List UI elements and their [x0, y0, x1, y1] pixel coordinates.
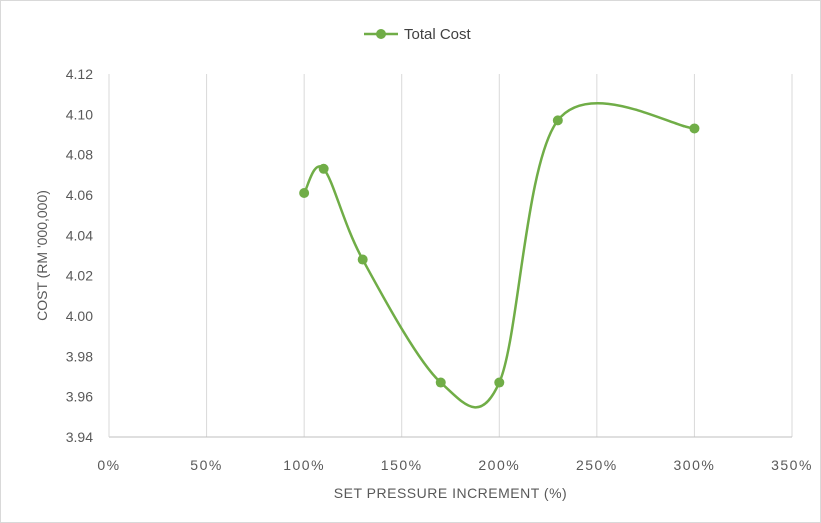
data-point: [435, 377, 446, 388]
y-axis-title: COST (RM '000,000): [34, 190, 50, 321]
x-tick-label: 0%: [97, 457, 120, 473]
y-tick-label: 4.12: [66, 66, 93, 82]
y-tick-label: 3.94: [66, 429, 93, 445]
x-tick-label: 350%: [771, 457, 813, 473]
y-tick-label: 4.02: [66, 268, 93, 284]
y-tick-label: 3.98: [66, 348, 93, 364]
x-tick-label: 200%: [478, 457, 520, 473]
y-axis-ticks: 3.94 3.96 3.98 4.00 4.02 4.04 4.06 4.08 4.10 4.12: [66, 66, 93, 445]
series-layer: [299, 101, 700, 409]
axes: [108, 74, 792, 438]
y-tick-label: 4.06: [66, 187, 93, 203]
y-tick-label: 4.08: [66, 147, 93, 163]
y-tick-label: 4.10: [66, 106, 93, 122]
data-point: [357, 254, 368, 265]
x-tick-label: 250%: [576, 457, 618, 473]
data-point: [689, 123, 700, 134]
y-tick-label: 3.96: [66, 389, 93, 405]
data-point: [494, 377, 505, 388]
y-tick-label: 4.04: [66, 227, 93, 243]
x-axis-title: SET PRESSURE INCREMENT (%): [334, 485, 567, 501]
gridlines: [206, 74, 793, 437]
x-axis-ticks: 0% 50% 100% 150% 200% 250% 300% 350%: [97, 457, 813, 473]
data-point: [299, 187, 310, 198]
x-tick-label: 300%: [674, 457, 716, 473]
x-tick-label: 150%: [381, 457, 423, 473]
x-tick-label: 100%: [283, 457, 325, 473]
data-point: [318, 163, 329, 174]
series-line-total-cost: [303, 101, 695, 409]
data-point: [552, 115, 563, 126]
legend-entry-total-cost: Total Cost: [404, 26, 472, 43]
legend-marker-swatch: [376, 29, 386, 39]
legend: Total Cost: [364, 26, 472, 43]
y-tick-label: 4.00: [66, 308, 93, 324]
x-tick-label: 50%: [190, 457, 223, 473]
